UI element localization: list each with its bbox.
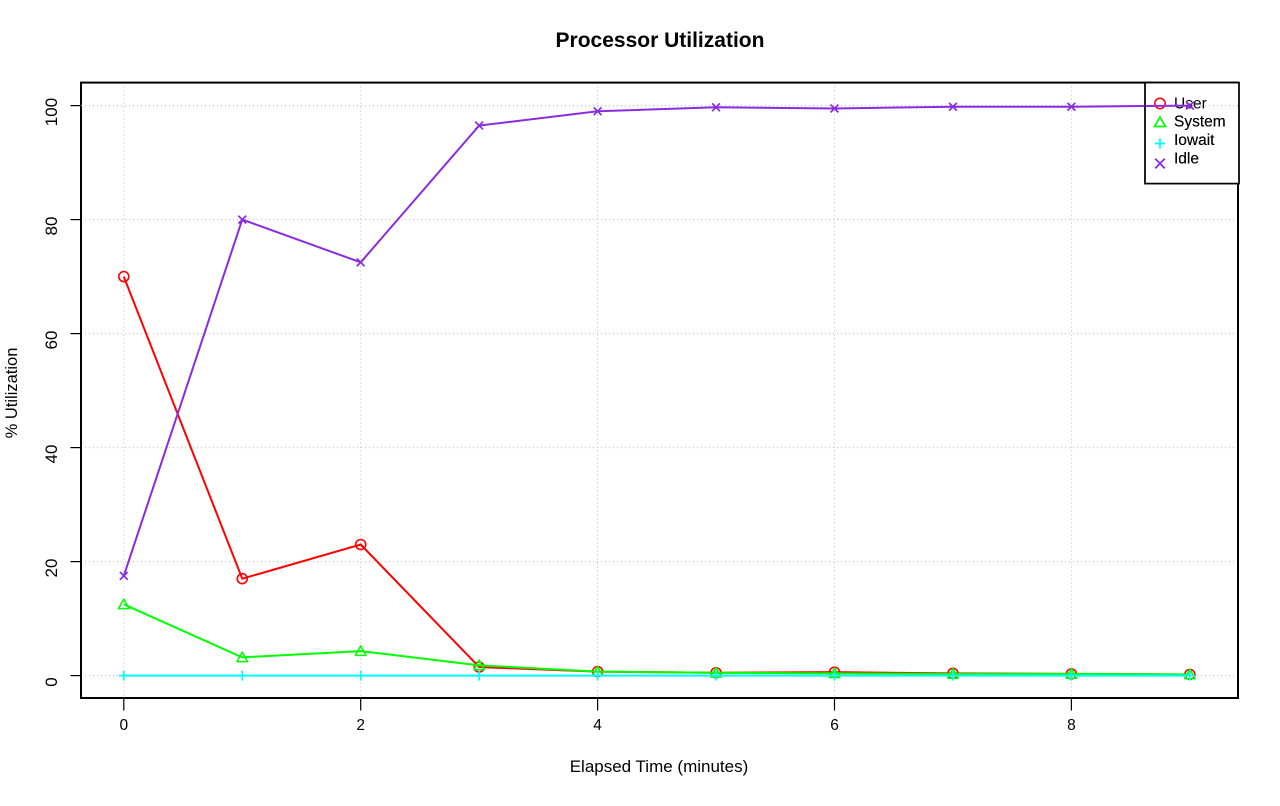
svg-text:60: 60: [42, 331, 61, 350]
svg-text:8: 8: [1067, 717, 1076, 734]
svg-text:% Utilization: % Utilization: [3, 348, 21, 439]
svg-text:Iowait: Iowait: [1174, 132, 1215, 149]
svg-text:0: 0: [119, 717, 128, 734]
svg-text:System: System: [1174, 114, 1226, 131]
svg-text:Elapsed Time (minutes): Elapsed Time (minutes): [570, 757, 749, 776]
svg-text:20: 20: [42, 559, 61, 578]
svg-text:Processor Utilization: Processor Utilization: [556, 29, 765, 52]
svg-text:Idle: Idle: [1174, 151, 1199, 168]
svg-text:100: 100: [42, 98, 61, 126]
svg-text:80: 80: [42, 217, 61, 236]
svg-text:40: 40: [42, 445, 61, 464]
svg-text:6: 6: [830, 717, 839, 734]
svg-text:2: 2: [356, 717, 365, 734]
svg-text:4: 4: [593, 717, 602, 734]
svg-text:0: 0: [42, 677, 61, 686]
